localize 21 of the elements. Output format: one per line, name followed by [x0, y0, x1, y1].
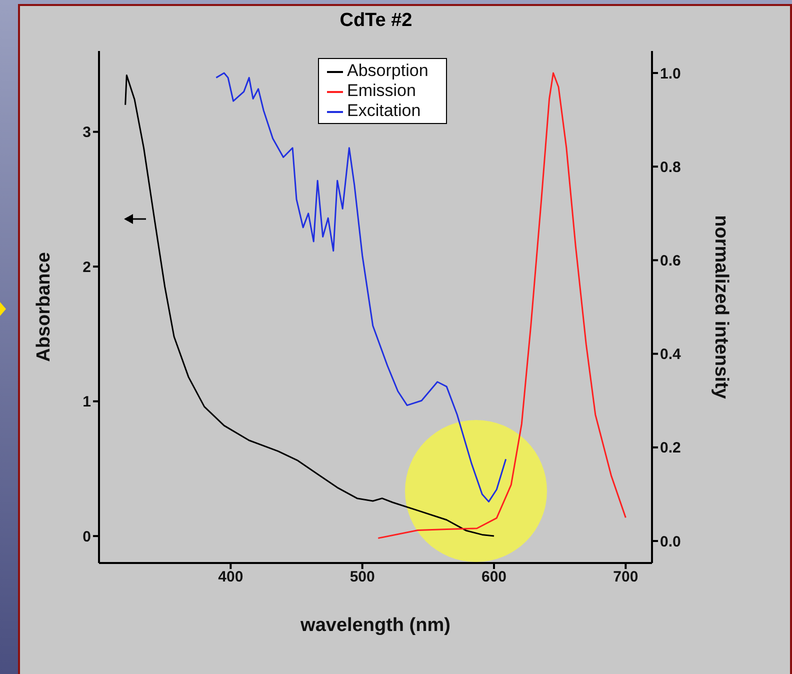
legend-label: Excitation [347, 101, 421, 120]
y-tick-label: 3 [82, 124, 91, 142]
legend-label: Emission [347, 81, 416, 100]
x-tick-label: 700 [613, 568, 638, 586]
y-tick-label: 2 [82, 258, 91, 276]
y2-tick-label: 0.4 [660, 346, 682, 364]
y2-tick-label: 1.0 [660, 65, 681, 82]
y2-tick-label: 0.6 [660, 252, 681, 270]
legend-label: Absorption [347, 61, 428, 80]
y2-axis-title: normalized intensity [710, 215, 732, 400]
chart-title: CdTe #2 [338, 10, 414, 32]
y-tick-label: 0 [82, 528, 91, 546]
x-tick-label: 500 [350, 568, 375, 586]
y-axis-title: Absorbance [34, 252, 55, 362]
x-axis-title: wavelength (nm) [300, 615, 450, 636]
y2-tick-label: 0.8 [660, 158, 681, 176]
x-tick-label: 600 [481, 568, 507, 586]
y2-tick-label: 0.2 [660, 440, 681, 457]
y-tick-label: 1 [82, 394, 91, 411]
y2-tick-label: 0.0 [660, 533, 681, 550]
x-tick-label: 400 [218, 568, 244, 586]
